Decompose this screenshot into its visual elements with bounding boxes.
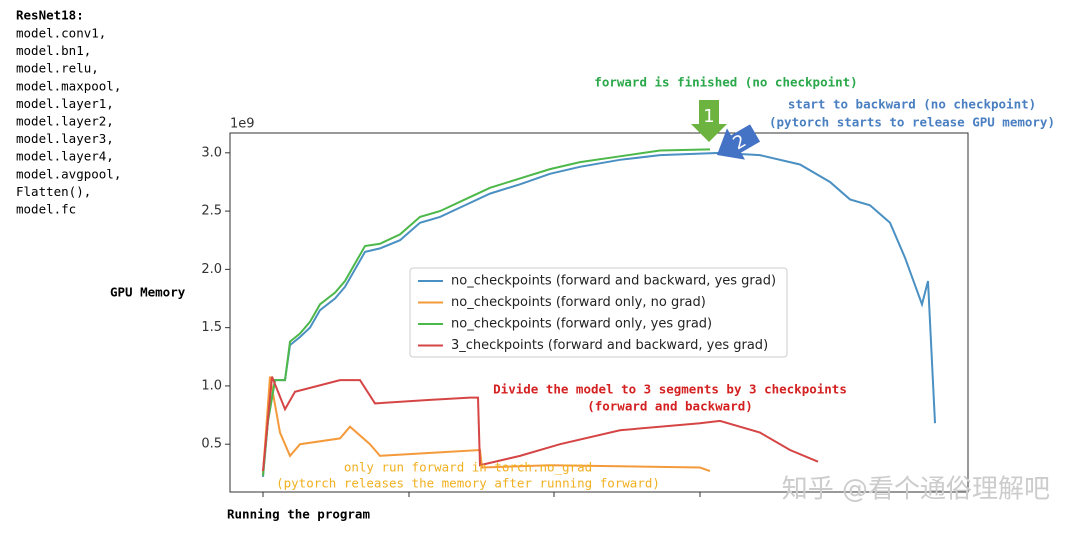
model-list-line: Flatten(),: [16, 184, 91, 199]
legend-label: no_checkpoints (forward only, no grad): [451, 295, 706, 310]
x-axis-label: Running the program: [227, 507, 370, 522]
y-tick-label: 1.5: [201, 320, 222, 335]
annotation: (pytorch releases the memory after runni…: [276, 476, 660, 491]
y-offset-label: 1e9: [230, 117, 255, 132]
annotation: forward is finished (no checkpoint): [594, 75, 857, 90]
y-tick-label: 1.0: [201, 378, 222, 393]
series-line: [262, 376, 819, 472]
model-list-line: model.layer4,: [16, 149, 114, 164]
watermark: 知乎 @看个通俗理解吧: [782, 475, 1050, 505]
y-tick-label: 2.5: [201, 204, 222, 219]
model-list-title: ResNet18:: [16, 8, 84, 23]
annotation: Divide the model to 3 segments by 3 chec…: [493, 382, 847, 397]
plot-frame: [229, 132, 969, 493]
model-list-line: model.maxpool,: [16, 78, 121, 93]
model-list-line: model.avgpool,: [16, 166, 121, 181]
model-list-line: model.fc: [16, 202, 76, 217]
model-list-line: model.layer3,: [16, 131, 114, 146]
arrow: [691, 100, 727, 142]
series-line: [262, 148, 711, 476]
annotation: (pytorch starts to release GPU memory): [769, 115, 1055, 130]
arrow: [716, 124, 761, 160]
legend-label: no_checkpoints (forward only, yes grad): [451, 317, 712, 332]
annotation: only run forward in torch.no_grad: [344, 460, 592, 475]
legend-label: 3_checkpoints (forward and backward, yes…: [451, 338, 768, 353]
y-tick-label: 3.0: [201, 145, 222, 160]
model-list-line: model.layer1,: [16, 96, 114, 111]
model-list-line: model.bn1,: [16, 43, 91, 58]
model-list-line: model.layer2,: [16, 114, 114, 129]
arrow-group: 2: [716, 124, 761, 160]
arrow-label: 1: [703, 106, 714, 127]
y-tick-label: 0.5: [201, 437, 222, 452]
series-line: [262, 376, 711, 474]
annotation: start to backward (no checkpoint): [788, 97, 1036, 112]
annotation: (forward and backward): [587, 399, 753, 414]
y-tick-label: 2.0: [201, 262, 222, 277]
legend-box: [409, 267, 788, 358]
series-line: [262, 151, 936, 477]
model-list-line: model.relu,: [16, 61, 99, 76]
legend-label: no_checkpoints (forward and backward, ye…: [451, 274, 776, 289]
y-axis-label: GPU Memory: [110, 285, 186, 300]
model-list-line: model.conv1,: [16, 26, 106, 41]
